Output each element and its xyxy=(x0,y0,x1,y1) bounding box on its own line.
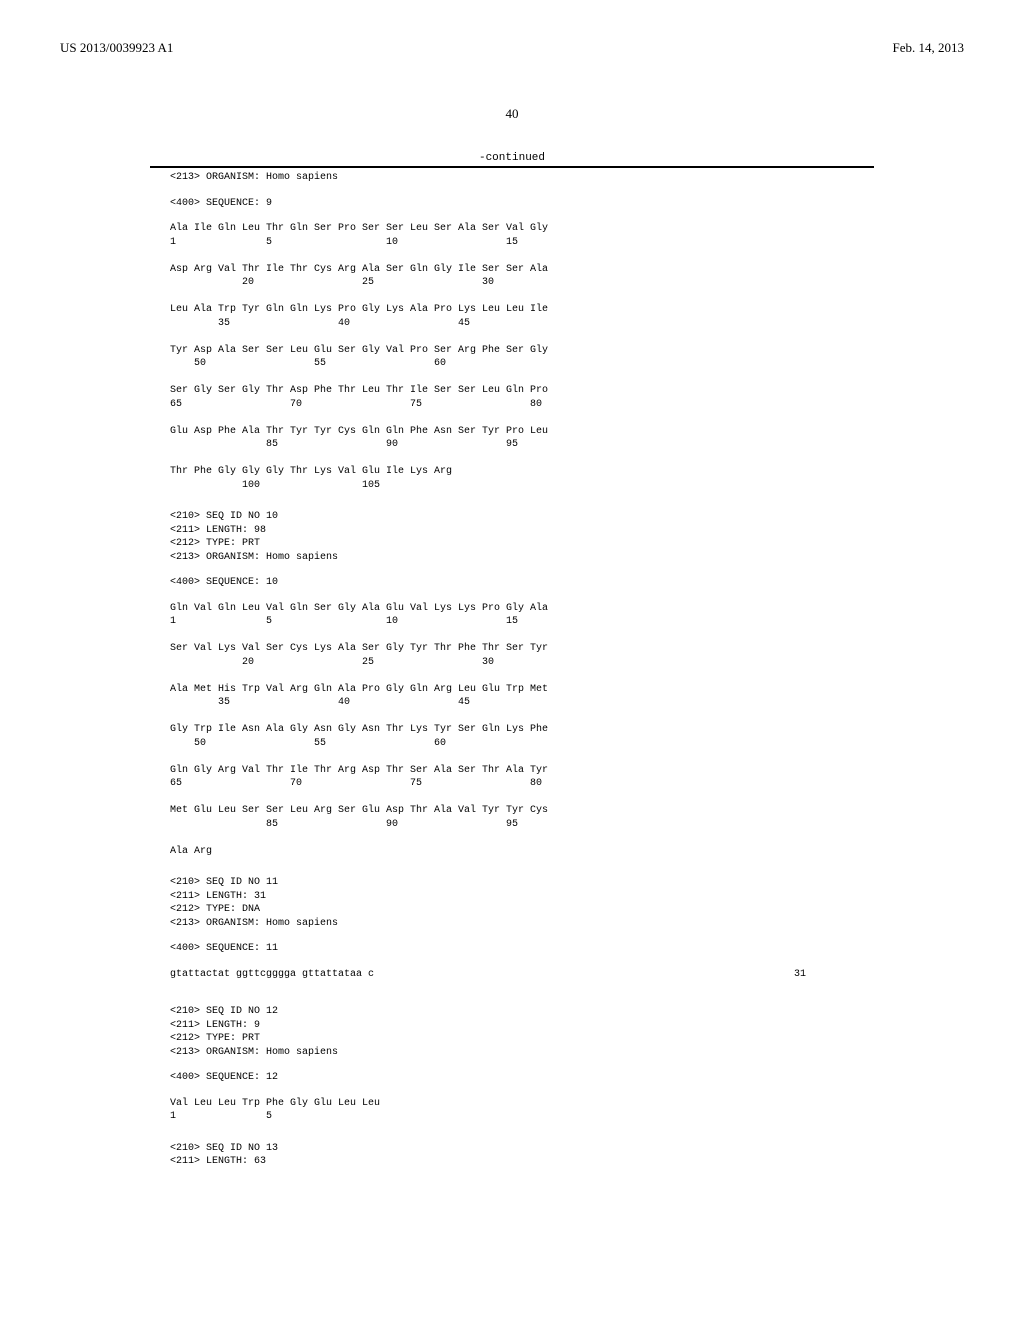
page-number: 40 xyxy=(60,106,964,122)
seq12-data: Val Leu Leu Trp Phe Gly Glu Leu Leu 1 5 xyxy=(170,1097,964,1124)
seq11-dna-text: gtattactat ggttcgggga gttattataa c xyxy=(170,969,374,980)
seq10-data: Gln Val Gln Leu Val Gln Ser Gly Ala Glu … xyxy=(170,602,964,859)
seq12-header: <210> SEQ ID NO 12 <211> LENGTH: 9 <212>… xyxy=(170,1005,964,1059)
seq10-header: <210> SEQ ID NO 10 <211> LENGTH: 98 <212… xyxy=(170,510,964,564)
seq11-dna: gtattactat ggttcgggga gttattataa c 31 xyxy=(170,968,964,982)
seq11-header: <210> SEQ ID NO 11 <211> LENGTH: 31 <212… xyxy=(170,876,964,930)
seq11-count: 31 xyxy=(794,969,806,980)
page-header: US 2013/0039923 A1 Feb. 14, 2013 xyxy=(60,40,964,56)
continued-label: -continued xyxy=(60,152,964,164)
seq11-sequence-label: <400> SEQUENCE: 11 xyxy=(170,942,964,956)
seq12-sequence-label: <400> SEQUENCE: 12 xyxy=(170,1071,964,1085)
publication-number: US 2013/0039923 A1 xyxy=(60,40,173,56)
divider-thin xyxy=(150,167,874,168)
seq10-sequence-label: <400> SEQUENCE: 10 xyxy=(170,576,964,590)
seq9-sequence-label: <400> SEQUENCE: 9 xyxy=(170,197,964,211)
seq9-organism: <213> ORGANISM: Homo sapiens xyxy=(170,171,964,185)
seq9-data: Ala Ile Gln Leu Thr Gln Ser Pro Ser Ser … xyxy=(170,222,964,492)
publication-date: Feb. 14, 2013 xyxy=(893,40,965,56)
seq13-header: <210> SEQ ID NO 13 <211> LENGTH: 63 xyxy=(170,1142,964,1169)
